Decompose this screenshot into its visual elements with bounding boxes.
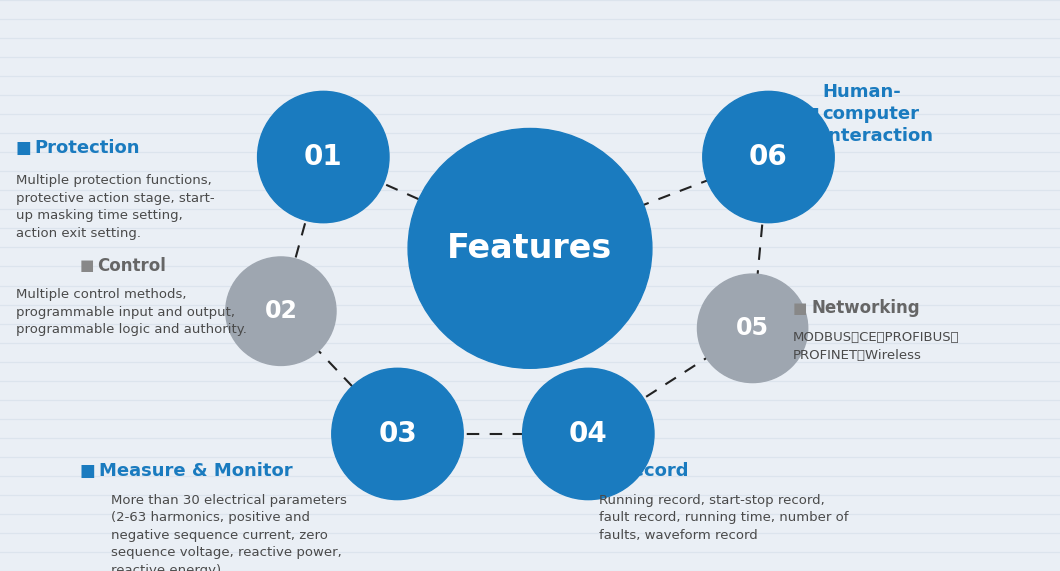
Text: Protection: Protection — [34, 139, 140, 158]
Text: Multiple control methods,
programmable input and output,
programmable logic and : Multiple control methods, programmable i… — [16, 288, 247, 336]
Ellipse shape — [697, 274, 808, 383]
Text: Networking: Networking — [812, 299, 920, 317]
Text: 03: 03 — [378, 420, 417, 448]
Text: ■: ■ — [80, 258, 94, 273]
Text: More than 30 electrical parameters
(2-63 harmonics, positive and
negative sequen: More than 30 electrical parameters (2-63… — [111, 494, 348, 571]
Ellipse shape — [408, 128, 652, 368]
Ellipse shape — [258, 91, 389, 223]
Text: 01: 01 — [304, 143, 342, 171]
Text: 02: 02 — [264, 299, 298, 323]
Text: ■: ■ — [599, 462, 615, 480]
Text: 04: 04 — [569, 420, 607, 448]
Ellipse shape — [703, 91, 834, 223]
Text: Record: Record — [618, 462, 689, 480]
Text: Running record, start-stop record,
fault record, running time, number of
faults,: Running record, start-stop record, fault… — [599, 494, 848, 542]
Text: 06: 06 — [749, 143, 788, 171]
Text: Control: Control — [98, 256, 166, 275]
Text: 05: 05 — [736, 316, 770, 340]
Text: ■: ■ — [80, 462, 95, 480]
Text: Multiple protection functions,
protective action stage, start-
up masking time s: Multiple protection functions, protectiv… — [16, 174, 214, 240]
Text: ■: ■ — [793, 301, 808, 316]
Text: MODBUS、CE、PROFIBUS、
PROFINET、Wireless: MODBUS、CE、PROFIBUS、 PROFINET、Wireless — [793, 331, 959, 361]
Text: Features: Features — [447, 232, 613, 265]
Text: ■: ■ — [16, 139, 32, 158]
Text: ■: ■ — [803, 105, 819, 123]
Ellipse shape — [332, 368, 463, 500]
Text: Measure & Monitor: Measure & Monitor — [99, 462, 293, 480]
Ellipse shape — [226, 257, 336, 365]
Ellipse shape — [523, 368, 654, 500]
Text: Human-
computer
interaction: Human- computer interaction — [823, 83, 934, 146]
